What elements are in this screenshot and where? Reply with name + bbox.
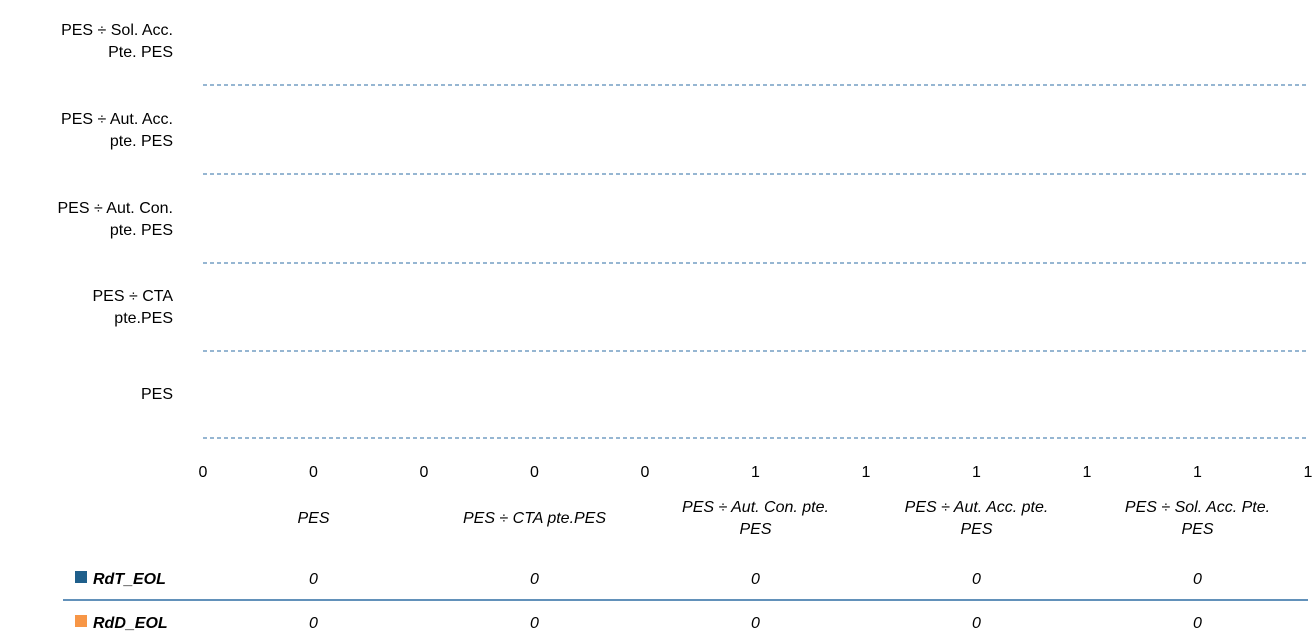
x-tick-label: 0 — [199, 464, 208, 481]
x-tick-label: 1 — [972, 464, 981, 481]
legend-key — [75, 615, 87, 627]
table-column-header: PES — [960, 521, 992, 538]
x-axis-tick-labels: 0 0 0 0 0 1 1 1 1 1 1 — [199, 464, 1313, 481]
table-cell: 0 — [530, 571, 539, 588]
x-tick-label: 0 — [420, 464, 429, 481]
table-cell: 0 — [972, 615, 981, 631]
x-tick-label: 1 — [1083, 464, 1092, 481]
table-column-header: PES ÷ CTA pte.PES — [463, 510, 606, 527]
y-axis-label: Pte. PES — [108, 44, 173, 61]
table-column-header: PES — [739, 521, 771, 538]
x-tick-label: 0 — [641, 464, 650, 481]
table-column-header: PES ÷ Aut. Acc. pte. — [905, 499, 1049, 516]
x-tick-label: 0 — [530, 464, 539, 481]
x-tick-label: 1 — [1304, 464, 1313, 481]
x-tick-label: 1 — [1193, 464, 1202, 481]
y-axis-label: PES ÷ Aut. Con. — [57, 200, 173, 217]
y-axis-labels: PES ÷ Sol. Acc. Pte. PES PES ÷ Aut. Acc. pt… — [57, 22, 173, 403]
y-axis-label: PES — [141, 386, 173, 403]
table-cell: 0 — [751, 615, 760, 631]
x-tick-label: 1 — [751, 464, 760, 481]
legend-entry: RdT_EOL — [93, 571, 166, 588]
legend-entry: RdD_EOL — [93, 615, 168, 631]
table-cell: 0 — [1193, 615, 1202, 631]
y-axis-label: pte.PES — [114, 310, 173, 327]
table-column-header: PES — [297, 510, 329, 527]
table-column-header: PES ÷ Sol. Acc. Pte. — [1125, 499, 1270, 516]
legend-key — [75, 571, 87, 583]
table-cell: 0 — [530, 615, 539, 631]
y-axis-label: pte. PES — [110, 222, 173, 239]
table-cell: 0 — [751, 571, 760, 588]
table-cell: 0 — [972, 571, 981, 588]
table-column-header: PES — [1181, 521, 1213, 538]
table-cell: 0 — [309, 615, 318, 631]
table-column-header: PES ÷ Aut. Con. pte. — [682, 499, 829, 516]
y-axis-label: PES ÷ Aut. Acc. — [61, 111, 173, 128]
data-table: PES PES ÷ CTA pte.PES PES ÷ Aut. Con. pte.… — [63, 499, 1308, 632]
table-cell: 0 — [1193, 571, 1202, 588]
y-axis-label: PES ÷ CTA — [93, 288, 174, 305]
gridlines — [203, 84, 1308, 439]
x-tick-label: 0 — [309, 464, 318, 481]
table-cell: 0 — [309, 571, 318, 588]
x-tick-label: 1 — [862, 464, 871, 481]
y-axis-label: pte. PES — [110, 133, 173, 150]
y-axis-label: PES ÷ Sol. Acc. — [61, 22, 173, 39]
